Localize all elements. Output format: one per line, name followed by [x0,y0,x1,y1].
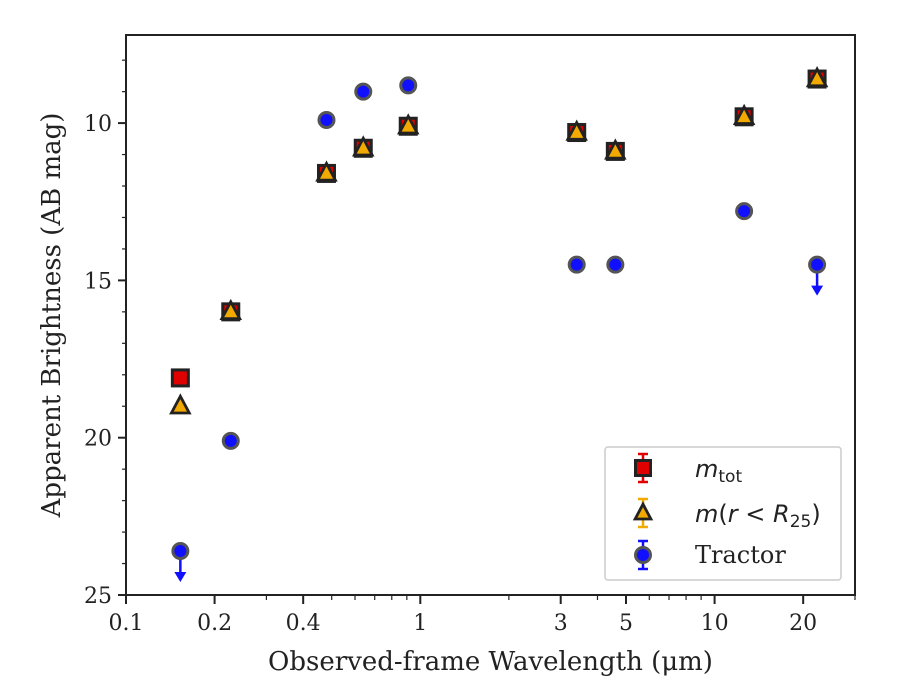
x-axis-label: Observed-frame Wavelength (μm) [268,647,713,677]
y-tick-label: 20 [84,427,112,452]
legend-marker-triangle [632,501,654,521]
upper-limit-arrow-head [811,285,824,296]
y-tick-label: 10 [84,112,112,137]
x-tick-label: 3 [554,611,568,636]
x-tick-label: 10 [701,611,729,636]
y-axis-label: Apparent Brightness (AB mag) [37,113,67,519]
legend-box [604,446,842,581]
plot-frame [125,34,856,596]
x-tick-label: 0.1 [109,611,144,636]
x-tick-label: 5 [619,611,633,636]
upper-limit-arrow-head [174,571,187,582]
x-tick-label: 0.4 [286,611,321,636]
legend-label: m(r < R25) [695,500,821,532]
plot-area [125,34,856,596]
x-tick-label: 0.2 [197,611,232,636]
legend-label: Tractor [695,541,786,569]
legend-item: Tractor [634,539,786,571]
x-tick-label: 20 [789,611,817,636]
axis-ticks: 10 15 20 250.1 0.2 0.4 1 3 5 10 20 [84,59,856,636]
series-triangle [169,66,829,415]
legend-marker-circle [634,546,652,564]
series-circle [171,76,827,582]
y-tick-label: 25 [84,584,112,609]
legend-item: m(r < R25) [632,497,821,532]
data-marks [169,66,829,582]
y-tick-label: 15 [84,269,112,294]
x-tick-label: 1 [413,611,427,636]
legend-marker-square [634,459,652,477]
